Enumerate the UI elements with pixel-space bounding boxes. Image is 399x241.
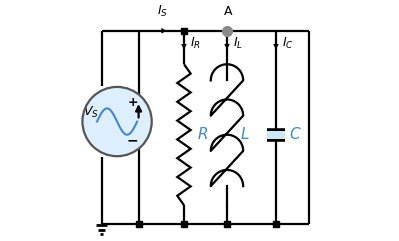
- Text: $I_L$: $I_L$: [233, 36, 243, 52]
- Text: −: −: [127, 134, 138, 147]
- Text: $V_S$: $V_S$: [83, 104, 99, 120]
- Text: A: A: [224, 5, 232, 18]
- Text: R: R: [197, 127, 208, 142]
- Bar: [267, 131, 284, 139]
- Text: C: C: [289, 127, 300, 142]
- Text: +: +: [127, 96, 138, 109]
- Circle shape: [83, 87, 152, 156]
- Text: L: L: [240, 127, 249, 142]
- Text: $I_R$: $I_R$: [190, 36, 201, 52]
- Text: $I_S$: $I_S$: [157, 4, 168, 19]
- Text: $I_C$: $I_C$: [282, 36, 294, 52]
